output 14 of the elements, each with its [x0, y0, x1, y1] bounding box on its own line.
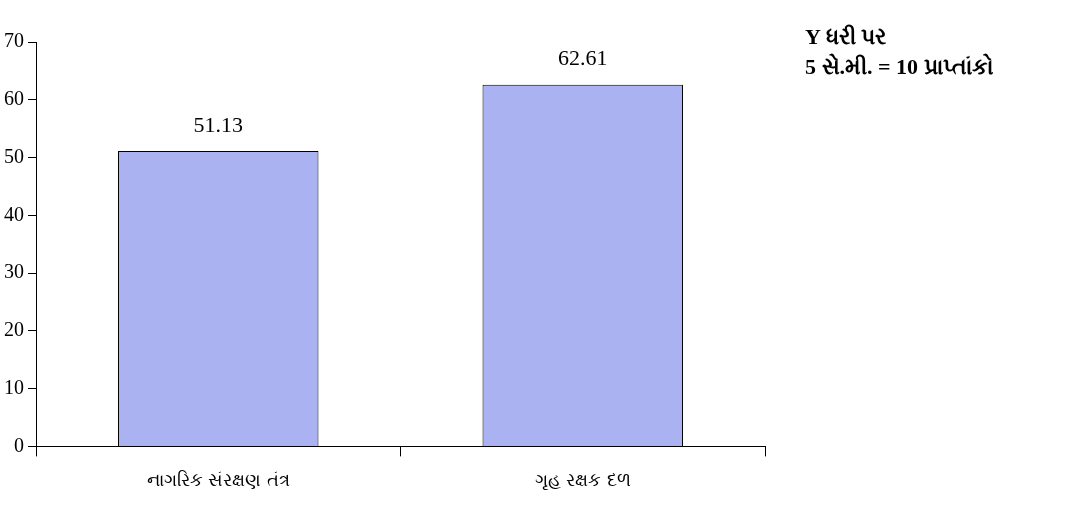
x-tick-label: ગૃહ રક્ષક દળ: [534, 468, 631, 490]
y-tick-label: 50: [4, 144, 24, 167]
y-tick-label: 30: [4, 260, 24, 283]
y-tick-label: 60: [4, 87, 24, 110]
y-tick-label: 10: [4, 375, 24, 398]
text: 5 સે.મી. = 10 પ્રાપ્તાંકો: [805, 52, 994, 81]
y-tick-label: 20: [4, 318, 24, 341]
data-label: 62.61: [558, 45, 608, 71]
x-tick-label: નાગરિક સંરક્ષણ તંત્ર: [146, 468, 290, 490]
y-tick-label: 70: [4, 29, 24, 52]
y-tick-label: 0: [14, 433, 24, 456]
text: Y ધરી પર: [805, 23, 888, 51]
data-label: 51.13: [193, 111, 243, 137]
y-tick-label: 40: [4, 202, 24, 225]
